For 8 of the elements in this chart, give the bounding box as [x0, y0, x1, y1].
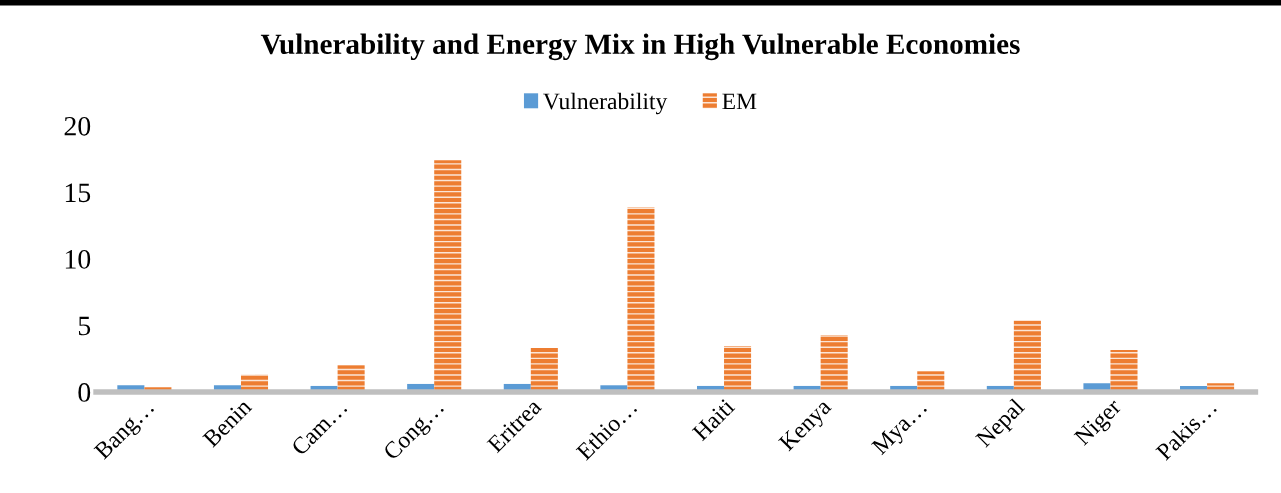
y-tick-label: 20: [64, 116, 91, 136]
y-tick-label: 0: [78, 383, 91, 402]
y-tick-label: 10: [65, 249, 91, 269]
y-tick-label: 15: [65, 183, 91, 203]
legend-label: EM: [722, 93, 757, 110]
chart-title: Vulnerability and Energy Mix in High Vulnerable Economies: [260, 33, 1020, 61]
legend-label: Vulnerability: [543, 92, 668, 115]
y-tick-label: 5: [78, 316, 91, 336]
